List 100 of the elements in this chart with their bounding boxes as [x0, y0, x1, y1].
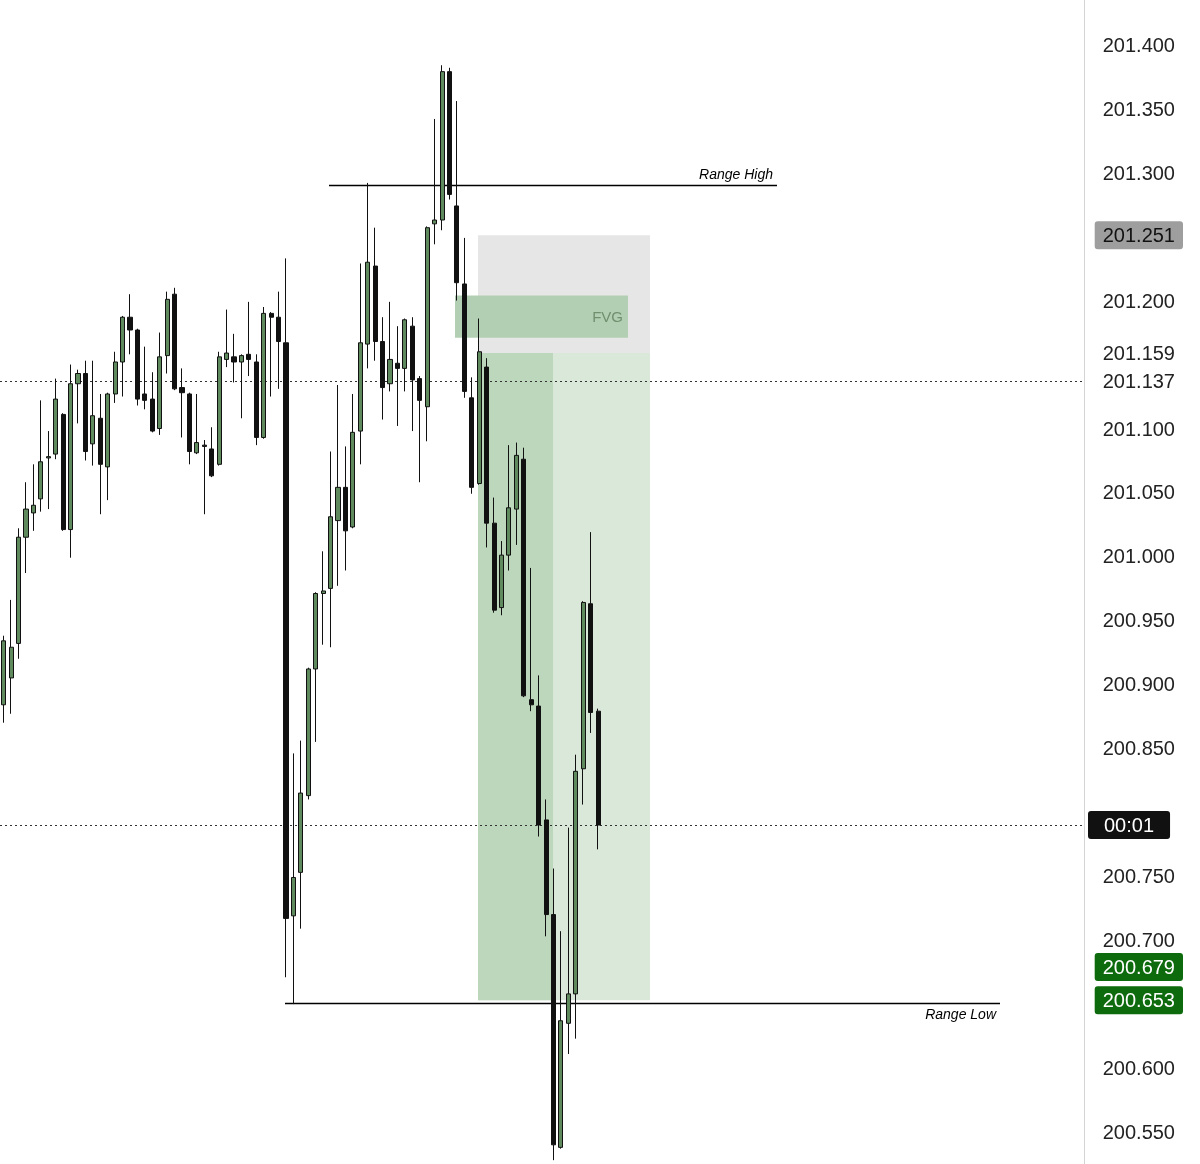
candlestick — [558, 930, 563, 1150]
candlestick — [217, 351, 222, 467]
ref-line-label: Range High — [699, 166, 774, 183]
candlestick — [105, 392, 110, 501]
candlestick — [499, 540, 504, 616]
candlestick — [83, 360, 88, 461]
candlestick — [187, 392, 192, 465]
y-tick-label: 201.300 — [1102, 161, 1175, 184]
candlestick — [566, 827, 571, 1055]
y-tick-label: 200.850 — [1102, 737, 1175, 760]
candlestick — [31, 463, 36, 532]
candlestick — [313, 591, 318, 743]
candlestick — [321, 550, 326, 646]
candlestick — [387, 301, 393, 392]
candlestick — [521, 447, 526, 698]
y-tick-label: 200.900 — [1102, 673, 1175, 696]
candlestick — [298, 740, 303, 930]
candlestick — [551, 868, 556, 1161]
text: 00:01 — [1104, 814, 1155, 837]
candlestick — [350, 393, 355, 529]
y-tick-label: 201.400 — [1102, 33, 1175, 56]
candlestick — [410, 316, 415, 432]
candlestick — [492, 497, 497, 614]
y-tick-label: 200.550 — [1102, 1121, 1175, 1144]
y-tick-label: 200.600 — [1102, 1057, 1175, 1080]
candlestick — [209, 426, 214, 478]
candlestick — [573, 754, 578, 1040]
y-tick-label: 201.137 — [1102, 370, 1175, 393]
candlestick — [358, 263, 363, 465]
candlestick — [113, 351, 118, 404]
candlestick — [373, 227, 378, 362]
candlestick — [529, 567, 534, 712]
y-tick-label: 200.700 — [1102, 929, 1175, 952]
y-tick-label: 200.679 — [1102, 956, 1175, 979]
candlestick — [328, 451, 333, 648]
candlestick — [343, 445, 348, 571]
y-tick-label: 201.000 — [1102, 545, 1175, 568]
candlestick — [46, 430, 51, 510]
candlestick — [432, 118, 437, 245]
candlestick — [596, 708, 601, 850]
candlestick — [380, 316, 385, 421]
y-tick-label: 200.653 — [1102, 989, 1175, 1012]
candlestick — [261, 306, 266, 440]
candlestick — [150, 371, 155, 433]
candlestick — [447, 67, 452, 201]
candlestick — [172, 287, 177, 391]
candlestick — [16, 527, 21, 660]
y-tick-label: 201.050 — [1102, 481, 1175, 504]
y-tick-label: 201.350 — [1102, 97, 1175, 120]
candlestick — [90, 360, 95, 467]
candlestick — [462, 237, 467, 399]
candlestick — [157, 332, 162, 436]
candlestick — [23, 481, 29, 574]
candlestick — [402, 318, 407, 392]
candlestick — [484, 357, 489, 548]
candlestick — [75, 369, 81, 424]
candlestick — [224, 309, 229, 368]
candlestick — [127, 293, 133, 355]
candlestick — [417, 375, 422, 483]
ref-line-label: Range Low — [925, 1005, 997, 1022]
candlestick — [506, 444, 511, 571]
candlestick — [365, 182, 370, 369]
y-tick-label: 201.100 — [1102, 417, 1175, 440]
candlestick — [231, 333, 237, 383]
candlestick — [194, 393, 199, 455]
y-tick-label: 200.950 — [1102, 609, 1175, 632]
candlestick — [120, 315, 125, 398]
candlestick — [440, 64, 445, 231]
candlestick — [395, 325, 400, 427]
candlestick — [536, 674, 541, 838]
y-tick-label: 201.200 — [1102, 289, 1175, 312]
candlestick — [581, 600, 586, 806]
candlestick — [283, 257, 289, 978]
band-label: FVG — [592, 308, 623, 326]
candlestick — [544, 798, 549, 937]
candlestick — [53, 378, 58, 460]
candlestick — [9, 599, 14, 715]
y-tick-label: 201.251 — [1102, 224, 1175, 247]
candlestick — [165, 291, 170, 374]
candlestick — [514, 442, 519, 546]
candlestick — [246, 301, 251, 377]
candlestick — [98, 393, 103, 515]
candlestick — [276, 291, 281, 390]
y-tick-label: 200.750 — [1102, 865, 1175, 888]
candlestick — [269, 311, 274, 398]
candlestick — [335, 384, 341, 587]
candlestick — [68, 364, 73, 559]
candlestick — [202, 439, 207, 515]
candlestick — [38, 399, 43, 513]
candlestick — [239, 353, 244, 419]
candlestick — [1, 635, 6, 724]
candlestick — [425, 225, 430, 442]
candlestick — [135, 328, 140, 406]
candlestick — [454, 100, 459, 302]
candlestick — [306, 667, 311, 800]
candlestick — [469, 376, 474, 495]
candlestick — [291, 752, 296, 1005]
candlestick — [588, 531, 593, 734]
candlestick — [61, 412, 66, 532]
candlestick — [254, 353, 259, 446]
